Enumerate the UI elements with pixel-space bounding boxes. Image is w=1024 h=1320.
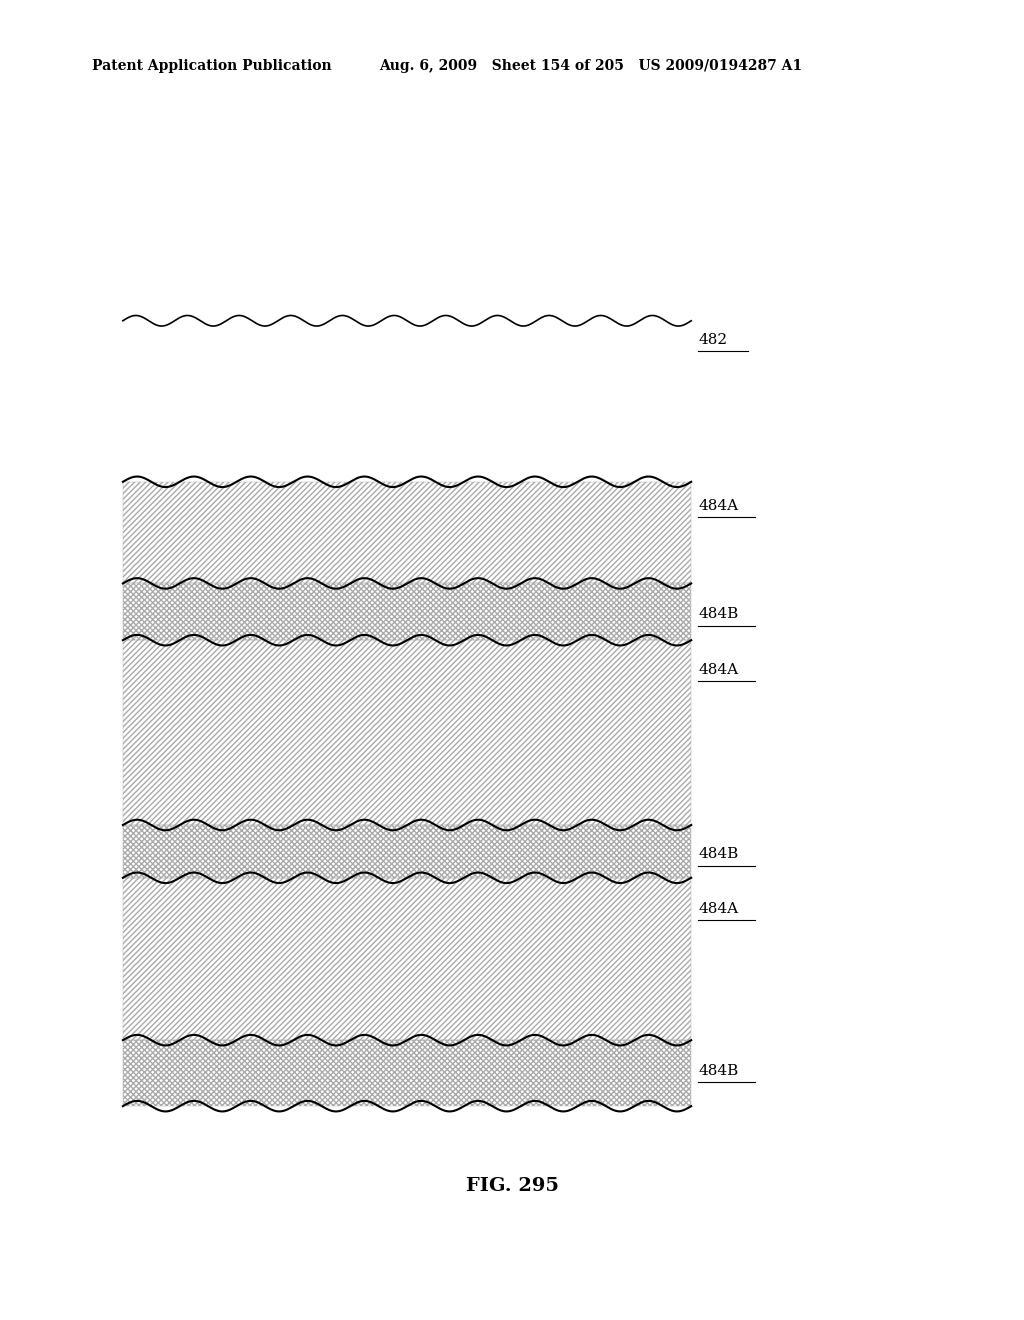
Bar [123, 583, 691, 640]
Text: FIG. 295: FIG. 295 [466, 1177, 558, 1196]
Text: 482: 482 [698, 333, 727, 347]
Text: 484A: 484A [698, 663, 738, 677]
Text: 484B: 484B [698, 607, 738, 622]
Bar [123, 482, 691, 583]
Bar [123, 825, 691, 878]
Text: Aug. 6, 2009   Sheet 154 of 205   US 2009/0194287 A1: Aug. 6, 2009 Sheet 154 of 205 US 2009/01… [379, 59, 802, 74]
Text: 484B: 484B [698, 847, 738, 862]
Bar [123, 1040, 691, 1106]
Bar [123, 482, 691, 583]
Bar [123, 640, 691, 825]
Bar [123, 583, 691, 640]
Bar [123, 878, 691, 1040]
Text: 484B: 484B [698, 1064, 738, 1078]
Bar [123, 1040, 691, 1106]
Bar [123, 878, 691, 1040]
Text: 484A: 484A [698, 499, 738, 513]
Text: 484A: 484A [698, 902, 738, 916]
Bar [123, 825, 691, 878]
Text: Patent Application Publication: Patent Application Publication [92, 59, 332, 74]
Bar [123, 640, 691, 825]
